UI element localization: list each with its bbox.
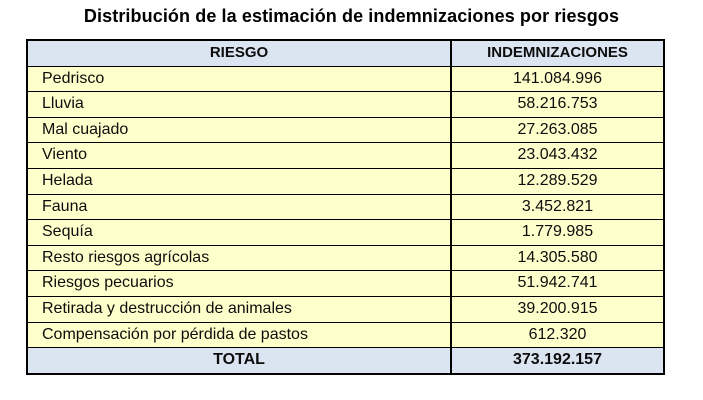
indemnizacion-value-cell: 141.084.996 xyxy=(450,65,665,93)
indemnizacion-value-cell: 23.043.432 xyxy=(450,142,665,169)
table-row: Resto riesgos agrícolas 14.305.580 xyxy=(26,244,665,272)
indemnizacion-value-cell: 58.216.753 xyxy=(450,91,665,118)
column-header-riesgo: RIESGO xyxy=(26,39,452,67)
risk-name-cell: Sequía xyxy=(26,219,452,246)
risk-name-cell: Lluvia xyxy=(26,91,452,118)
indemnizaciones-table: RIESGO INDEMNIZACIONES Pedrisco 141.084.9… xyxy=(26,39,665,375)
table-row: Riesgos pecuarios 51.942.741 xyxy=(26,270,665,297)
total-label-cell: TOTAL xyxy=(26,347,452,375)
risk-name-cell: Riesgos pecuarios xyxy=(26,270,452,297)
column-header-indemnizaciones: INDEMNIZACIONES xyxy=(450,39,665,67)
table-total-row: TOTAL 373.192.157 xyxy=(26,347,665,375)
indemnizacion-value-cell: 3.452.821 xyxy=(450,193,665,221)
table-row: Pedrisco 141.084.996 xyxy=(26,65,665,93)
total-value-cell: 373.192.157 xyxy=(450,347,665,375)
indemnizacion-value-cell: 612.320 xyxy=(450,321,665,349)
indemnizacion-value-cell: 14.305.580 xyxy=(450,244,665,272)
risk-name-cell: Pedrisco xyxy=(26,65,452,93)
table-row: Fauna 3.452.821 xyxy=(26,193,665,221)
indemnizacion-value-cell: 1.779.985 xyxy=(450,219,665,246)
page-title: Distribución de la estimación de indemni… xyxy=(83,6,620,26)
risk-name-cell: Mal cuajado xyxy=(26,116,452,144)
indemnizacion-value-cell: 12.289.529 xyxy=(450,167,665,195)
risk-name-cell: Resto riesgos agrícolas xyxy=(26,244,452,272)
table-header-row: RIESGO INDEMNIZACIONES xyxy=(26,39,665,67)
risk-name-cell: Helada xyxy=(26,167,452,195)
indemnizacion-value-cell: 39.200.915 xyxy=(450,295,665,323)
table-row: Helada 12.289.529 xyxy=(26,167,665,195)
table-body: Pedrisco 141.084.996 Lluvia 58.216.753 Mal c… xyxy=(26,65,665,349)
risk-name-cell: Viento xyxy=(26,142,452,169)
table-row: Viento 23.043.432 xyxy=(26,142,665,169)
table-row: Lluvia 58.216.753 xyxy=(26,91,665,118)
table-row: Compensación por pérdida de pastos 612.32… xyxy=(26,321,665,349)
risk-name-cell: Retirada y destrucción de animales xyxy=(26,295,452,323)
risk-name-cell: Fauna xyxy=(26,193,452,221)
table-row: Retirada y destrucción de animales 39.200… xyxy=(26,295,665,323)
table-row: Sequía 1.779.985 xyxy=(26,219,665,246)
indemnizacion-value-cell: 51.942.741 xyxy=(450,270,665,297)
risk-name-cell: Compensación por pérdida de pastos xyxy=(26,321,452,349)
table-row: Mal cuajado 27.263.085 xyxy=(26,116,665,144)
indemnizacion-value-cell: 27.263.085 xyxy=(450,116,665,144)
